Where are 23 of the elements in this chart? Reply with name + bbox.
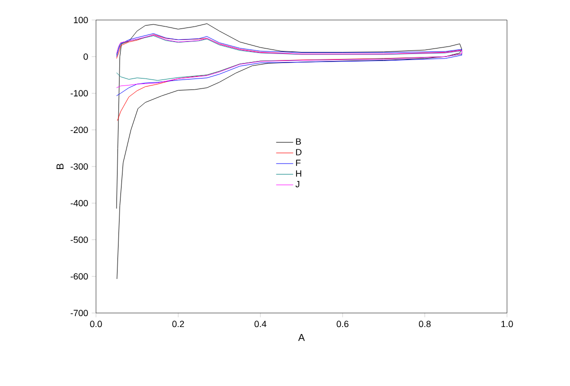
- y-axis-title: B: [56, 164, 64, 170]
- legend-label: J: [296, 181, 300, 188]
- x-tick-label: 1.0: [501, 320, 513, 328]
- legend-label: D: [296, 149, 302, 156]
- y-tick-label: -700: [70, 310, 88, 316]
- line-series: [116, 23, 462, 280]
- legend-label: F: [296, 160, 301, 166]
- x-tick-label: 0.6: [336, 320, 348, 328]
- x-tick-label: 0.4: [254, 320, 266, 328]
- legend-label: B: [296, 138, 301, 145]
- x-tick-label: 0.8: [418, 320, 431, 328]
- y-tick-label: 0: [84, 53, 88, 60]
- y-tick-label: -500: [70, 236, 88, 243]
- x-axis-title: A: [298, 334, 305, 341]
- y-tick-label: -300: [70, 163, 88, 170]
- y-tick-label: 100: [74, 16, 88, 24]
- y-tick-label: -600: [70, 273, 88, 280]
- y-tick-label: -200: [70, 126, 88, 134]
- y-tick-label: -400: [70, 200, 88, 206]
- y-tick-label: -100: [70, 90, 88, 96]
- x-tick-label: 0.0: [90, 320, 102, 328]
- legend-label: H: [296, 170, 302, 177]
- x-tick-label: 0.2: [172, 320, 184, 328]
